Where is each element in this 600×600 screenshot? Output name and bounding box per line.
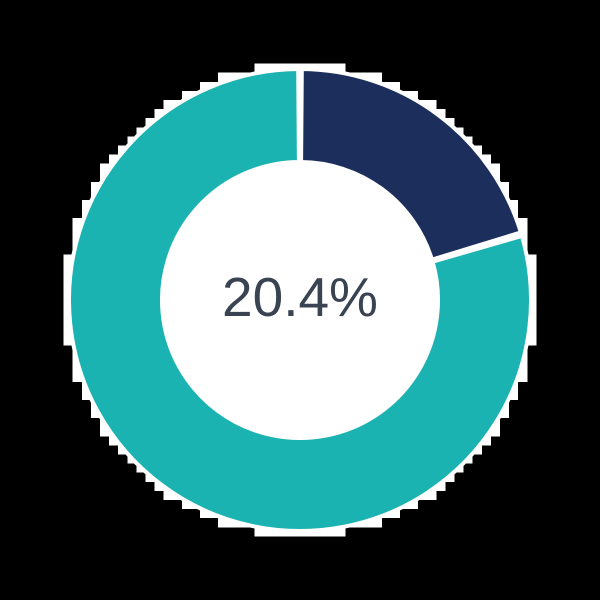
svg-text:20.4%: 20.4% — [222, 266, 378, 328]
